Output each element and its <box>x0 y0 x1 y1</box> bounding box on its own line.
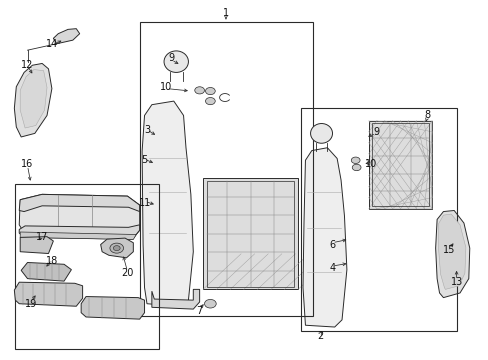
Circle shape <box>205 87 215 95</box>
Text: 9: 9 <box>372 127 378 136</box>
Text: 3: 3 <box>143 125 150 135</box>
Bar <box>203 178 298 289</box>
Text: 11: 11 <box>139 198 151 208</box>
Polygon shape <box>14 63 52 137</box>
Bar <box>368 121 431 209</box>
Text: 7: 7 <box>196 306 203 316</box>
Circle shape <box>351 164 360 171</box>
Text: 10: 10 <box>365 159 377 169</box>
Polygon shape <box>19 194 140 212</box>
Text: 13: 13 <box>449 277 462 287</box>
Circle shape <box>205 98 215 105</box>
Polygon shape <box>142 101 193 306</box>
Polygon shape <box>438 214 465 289</box>
Polygon shape <box>303 148 346 327</box>
Circle shape <box>194 87 204 94</box>
Text: 6: 6 <box>328 239 335 249</box>
Ellipse shape <box>310 123 332 143</box>
Bar <box>206 181 294 287</box>
Polygon shape <box>101 238 133 258</box>
Polygon shape <box>19 194 140 239</box>
Polygon shape <box>20 232 136 239</box>
Text: 1: 1 <box>223 8 228 18</box>
Text: 16: 16 <box>21 159 34 169</box>
Text: 14: 14 <box>46 39 58 49</box>
Bar <box>371 123 428 206</box>
Polygon shape <box>439 220 463 248</box>
Text: 2: 2 <box>316 331 323 341</box>
Circle shape <box>350 157 359 163</box>
Text: 17: 17 <box>36 232 48 242</box>
Text: 15: 15 <box>442 245 454 255</box>
Text: 19: 19 <box>25 299 37 309</box>
Ellipse shape <box>163 51 188 72</box>
Polygon shape <box>53 29 80 44</box>
Text: 8: 8 <box>424 111 429 121</box>
Circle shape <box>113 246 120 251</box>
Bar <box>15 184 159 348</box>
Polygon shape <box>435 211 469 298</box>
Text: 10: 10 <box>160 82 172 92</box>
Polygon shape <box>20 237 53 253</box>
Polygon shape <box>20 69 47 128</box>
Polygon shape <box>21 262 71 281</box>
Text: 9: 9 <box>168 53 174 63</box>
Polygon shape <box>81 297 144 319</box>
Text: 4: 4 <box>328 263 335 273</box>
Text: 20: 20 <box>121 268 133 278</box>
Polygon shape <box>152 289 199 309</box>
Bar <box>300 108 456 330</box>
Circle shape <box>204 300 216 308</box>
Text: 12: 12 <box>21 60 34 70</box>
Text: 5: 5 <box>141 155 147 165</box>
Circle shape <box>110 243 123 253</box>
Polygon shape <box>14 282 82 306</box>
Polygon shape <box>19 225 140 239</box>
Text: 18: 18 <box>46 256 58 266</box>
Bar <box>140 22 312 316</box>
